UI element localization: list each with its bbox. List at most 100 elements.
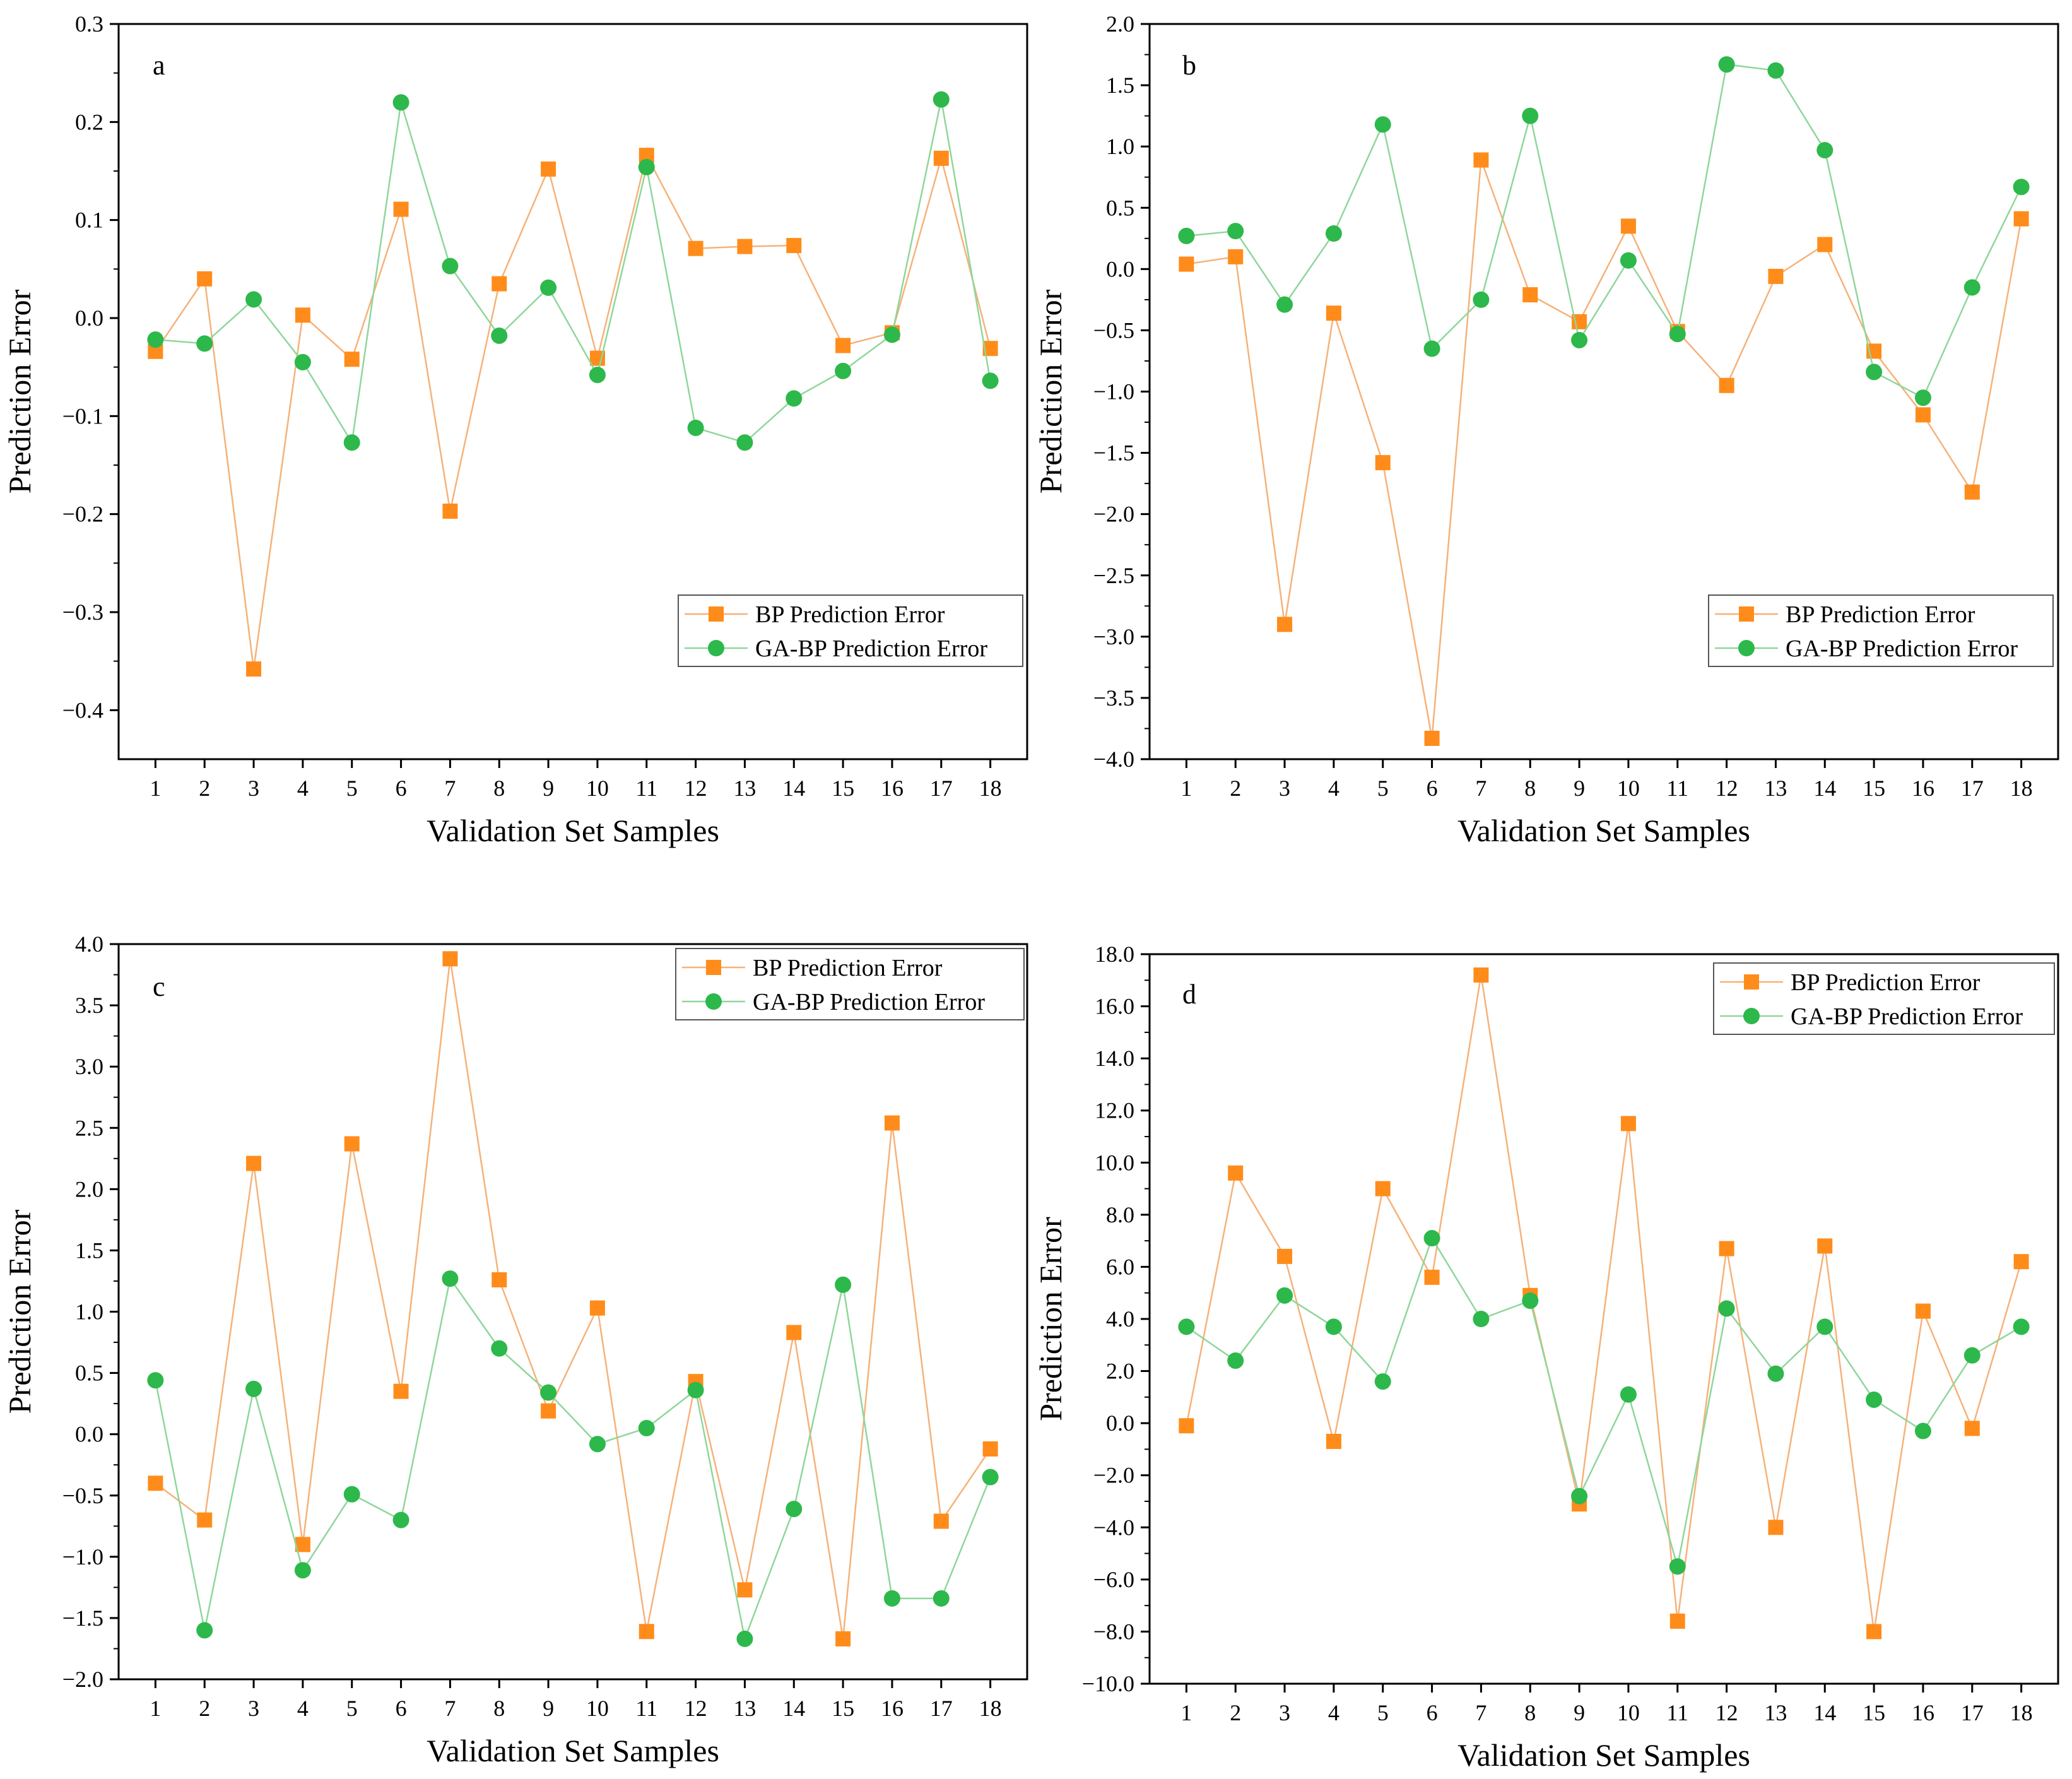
- x-tick-label: 15: [1863, 1700, 1885, 1725]
- x-tick-label: 18: [979, 1696, 1002, 1721]
- bp-data-point: [1179, 256, 1194, 272]
- bp-data-point: [1719, 1241, 1734, 1256]
- ga-bp-data-point: [687, 419, 704, 436]
- ga-bp-data-point: [1963, 279, 1981, 296]
- bp-data-point: [589, 1300, 605, 1316]
- bp-data-point: [295, 307, 310, 323]
- x-tick-label: 13: [733, 776, 756, 801]
- x-tick-label: 4: [1328, 1700, 1339, 1725]
- x-tick-label: 8: [1524, 776, 1536, 801]
- y-tick-label: −4.0: [1093, 747, 1134, 772]
- ga-bp-data-point: [1571, 331, 1588, 348]
- bp-data-point: [1915, 1303, 1931, 1319]
- bp-data-point: [933, 150, 949, 166]
- y-tick-label: 2.0: [1106, 11, 1134, 37]
- bp-data-point: [1424, 1269, 1440, 1285]
- ga-bp-data-point: [982, 1469, 999, 1486]
- x-tick-label: 13: [1764, 776, 1787, 801]
- x-tick-label: 6: [396, 1696, 407, 1721]
- y-tick-label: 12.0: [1095, 1098, 1134, 1123]
- x-tick-label: 2: [1230, 1700, 1241, 1725]
- bp-series-line: [1186, 160, 2022, 739]
- legend-box: [1708, 594, 2054, 667]
- ga-bp-data-point: [442, 257, 459, 275]
- x-tick-label: 3: [1279, 1700, 1290, 1725]
- ga-bp-data-point: [1718, 1300, 1735, 1317]
- bp-series-line: [1186, 974, 2022, 1632]
- ga-bp-data-point: [1914, 389, 1931, 406]
- x-tick-label: 11: [1666, 776, 1688, 801]
- y-axis-title: Prediction Error: [2, 289, 37, 494]
- ga-bp-data-point: [638, 158, 655, 175]
- x-tick-label: 16: [1912, 776, 1934, 801]
- bp-data-point: [442, 951, 458, 967]
- bp-data-point: [1424, 730, 1440, 746]
- ga-bp-data-point: [687, 1381, 704, 1398]
- bp-data-point: [835, 338, 851, 353]
- x-tick-label: 17: [1961, 776, 1984, 801]
- x-tick-label: 3: [1279, 776, 1290, 801]
- legend-ga-bp-label: GA-BP Prediction Error: [1791, 1003, 2023, 1030]
- x-tick-label: 10: [586, 1696, 609, 1721]
- x-tick-label: 13: [1764, 1700, 1787, 1725]
- ga-bp-data-point: [1767, 1365, 1784, 1382]
- ga-bp-data-point: [1866, 363, 1883, 381]
- x-axis-title: Validation Set Samples: [1457, 1737, 1750, 1773]
- x-tick-label: 10: [1617, 1700, 1640, 1725]
- legend-ga-bp-marker: [1743, 1008, 1760, 1024]
- y-tick-label: −1.0: [1093, 379, 1134, 405]
- ga-bp-data-point: [589, 1436, 606, 1453]
- x-tick-label: 16: [881, 1696, 904, 1721]
- ga-bp-data-point: [2013, 179, 2030, 196]
- bp-data-point: [2013, 211, 2029, 227]
- bp-data-point: [148, 343, 163, 359]
- ga-bp-data-point: [147, 1372, 164, 1389]
- y-tick-label: −0.1: [62, 403, 103, 428]
- x-tick-label: 7: [444, 776, 456, 801]
- y-tick-label: 0.3: [75, 11, 103, 37]
- bp-data-point: [1620, 218, 1636, 234]
- x-tick-label: 4: [297, 1696, 309, 1721]
- ga-bp-data-point: [736, 434, 753, 451]
- x-tick-label: 12: [685, 776, 707, 801]
- ga-bp-data-point: [1914, 1422, 1931, 1439]
- x-tick-label: 6: [1427, 1700, 1438, 1725]
- y-tick-label: −0.3: [62, 600, 103, 625]
- chart-panel-d: −10.0 −8.0 −6.0 −4.0 −2.0 0.0 2.0 4.0 6.0 8.0 10.0…: [1033, 942, 2059, 1773]
- ga-bp-data-point: [1227, 1352, 1244, 1369]
- x-tick-label: 3: [248, 1696, 259, 1721]
- y-tick-label: 2.0: [75, 1176, 103, 1202]
- x-tick-label: 12: [1716, 776, 1738, 801]
- panel-letter: a: [153, 50, 165, 81]
- bp-data-point: [737, 239, 753, 254]
- x-tick-label: 17: [930, 1696, 953, 1721]
- x-tick-label: 14: [1813, 776, 1836, 801]
- chart-panel-c: −2.0 −1.5 −1.0 −0.5 0.0 0.5 1.0 1.5 2.0 2.5 3.0 3.5…: [2, 931, 1028, 1768]
- y-tick-label: 3.0: [75, 1054, 103, 1079]
- bp-data-point: [1228, 249, 1244, 264]
- legend-bp-marker: [709, 606, 724, 622]
- ga-bp-data-point: [883, 326, 900, 343]
- bp-data-point: [1277, 1248, 1293, 1264]
- y-tick-label: 2.5: [75, 1115, 103, 1140]
- ga-bp-data-point: [1669, 1558, 1686, 1575]
- x-tick-label: 15: [832, 776, 854, 801]
- bp-data-point: [688, 240, 703, 256]
- x-tick-label: 1: [1180, 776, 1192, 801]
- legend-ga-bp-marker: [1738, 640, 1755, 656]
- y-tick-label: 4.0: [1106, 1306, 1134, 1332]
- y-tick-label: 10.0: [1095, 1150, 1134, 1175]
- y-tick-label: −6.0: [1093, 1567, 1134, 1592]
- ga-bp-data-point: [343, 1486, 360, 1503]
- bp-data-point: [786, 238, 802, 254]
- ga-bp-data-point: [589, 367, 606, 384]
- bp-data-point: [1375, 1181, 1391, 1197]
- bp-data-point: [1768, 268, 1784, 284]
- bp-series-line: [155, 153, 991, 670]
- ga-bp-data-point: [1325, 225, 1342, 242]
- ga-bp-data-point: [1374, 116, 1391, 133]
- y-tick-label: −0.5: [62, 1483, 103, 1508]
- ga-bp-data-point: [1866, 1391, 1883, 1408]
- x-tick-label: 18: [2010, 1700, 2033, 1725]
